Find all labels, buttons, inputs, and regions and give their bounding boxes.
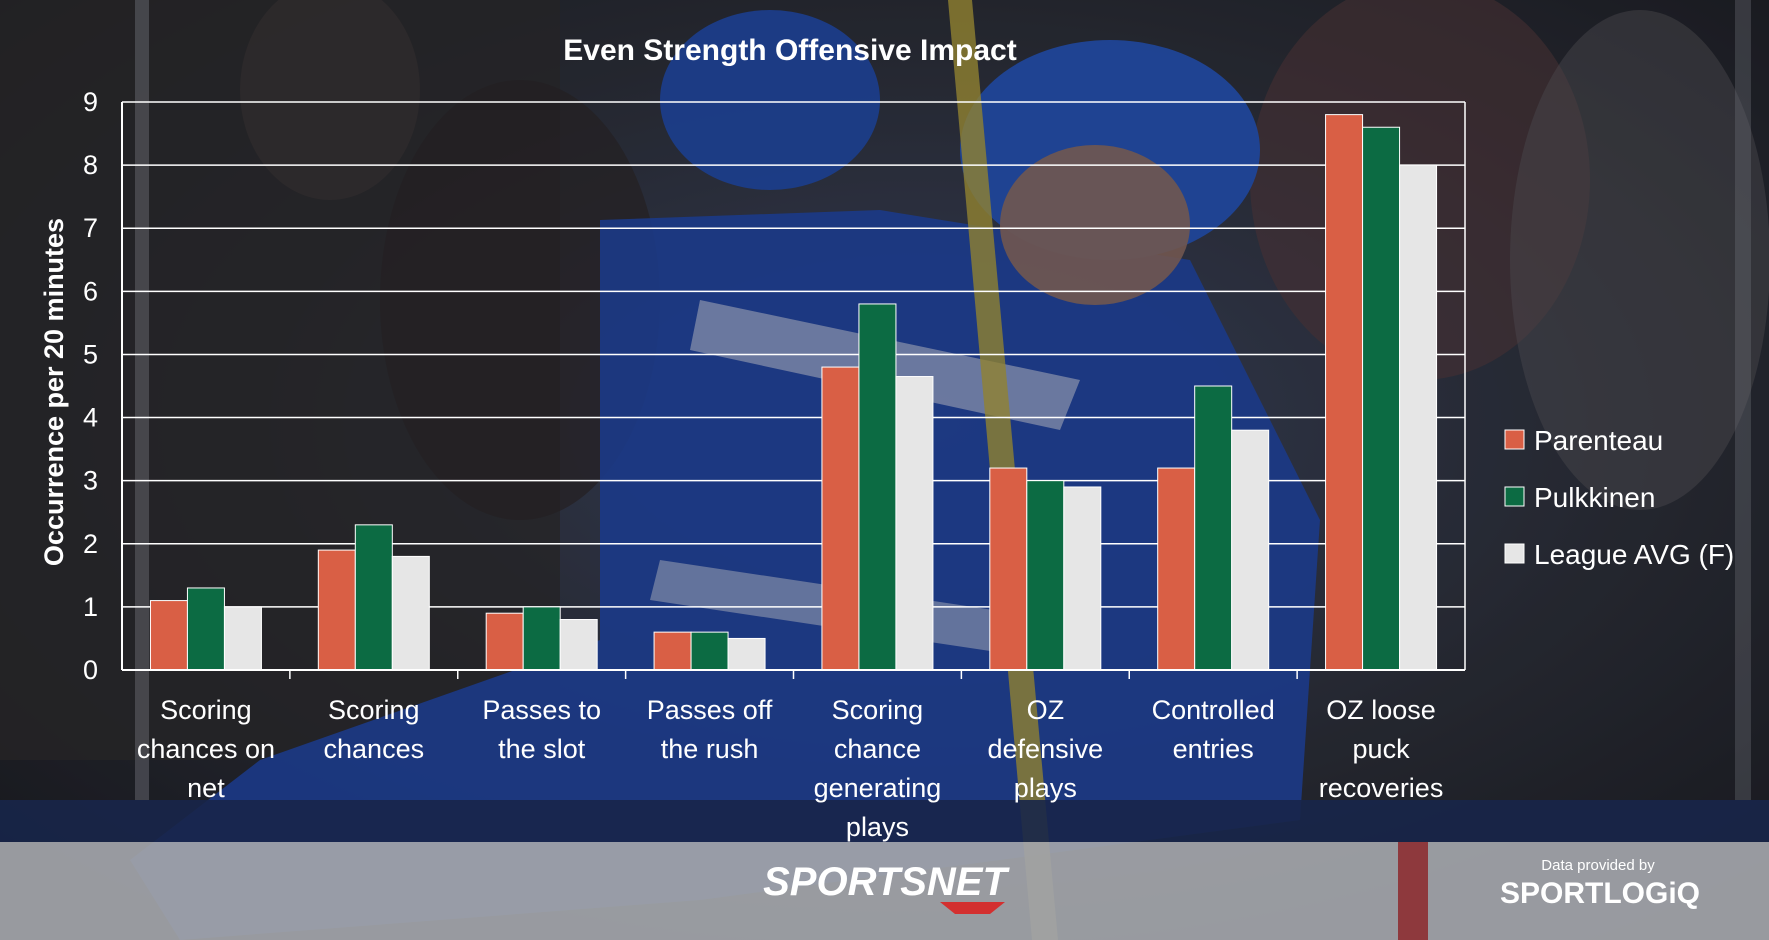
bar-pulkkinen: [858, 303, 897, 671]
bar-parenteau: [989, 467, 1028, 671]
bar-pulkkinen: [1026, 480, 1065, 671]
bar-league-avg-f: [1399, 164, 1438, 671]
y-tick-label: 6: [83, 276, 98, 306]
x-tick-label-line: Controlled: [1152, 695, 1275, 725]
x-tick-label: Passes to the slot: [482, 695, 601, 764]
bar-pulkkinen: [186, 587, 225, 671]
bar-parenteau: [317, 549, 356, 671]
y-tick-label: 1: [83, 592, 98, 622]
x-tick-label-line: Passes to: [482, 695, 601, 725]
bar-league-avg-f: [1231, 429, 1270, 671]
sportsnet-logo-mark: [940, 902, 1005, 914]
x-tick-label: Scoring chances: [324, 695, 425, 764]
x-tick-label: OZ loose puck recoveries: [1319, 695, 1444, 803]
x-tick-label: OZ defensive plays: [988, 695, 1104, 803]
credit-line: Data provided by: [1541, 857, 1655, 874]
x-tick-label: Scoring chance generating plays: [814, 695, 942, 842]
y-tick-label: 5: [83, 339, 98, 369]
y-tick-label: 3: [83, 466, 98, 496]
bar-league-avg-f: [391, 555, 430, 671]
bar-parenteau: [149, 600, 188, 671]
x-tick-label-line: chance: [834, 734, 921, 764]
x-tick-label-line: Passes off: [647, 695, 773, 725]
chart-title: Even Strength Offensive Impact: [563, 34, 1016, 67]
x-tick-label-line: generating: [814, 773, 942, 803]
legend-swatch: [1504, 486, 1525, 507]
y-axis-label: Occurrence per 20 minutes: [39, 218, 69, 566]
x-tick-label-line: the rush: [661, 734, 759, 764]
axes: [121, 102, 1466, 679]
legend-label: League AVG (F): [1534, 539, 1734, 570]
x-tick-label-line: Scoring: [160, 695, 252, 725]
x-tick-label-line: puck: [1353, 734, 1411, 764]
bar-pulkkinen: [1194, 385, 1233, 671]
bar-pulkkinen: [354, 524, 393, 671]
bar-league-avg-f: [1063, 486, 1102, 671]
y-tick-label: 8: [83, 150, 98, 180]
y-tick-label: 9: [83, 87, 98, 117]
bar-pulkkinen: [522, 606, 561, 671]
x-tick-label-line: OZ: [1027, 695, 1065, 725]
credit-block: Data provided by SPORTLOGiQ: [1500, 857, 1700, 910]
y-tick-label: 2: [83, 529, 98, 559]
x-tick-label-line: defensive: [988, 734, 1104, 764]
x-tick-label: Scoring chances on net: [137, 695, 275, 803]
sportsnet-logo-text: SPORTSNET: [763, 860, 1010, 904]
legend-swatch: [1504, 543, 1525, 564]
bar-pulkkinen: [690, 631, 729, 671]
x-tick-label: Passes off the rush: [647, 695, 773, 764]
x-tick-label-line: Scoring: [328, 695, 420, 725]
x-tick-label-line: net: [187, 773, 225, 803]
bar-parenteau: [1157, 467, 1196, 671]
y-tick-label: 7: [83, 213, 98, 243]
bar-league-avg-f: [727, 637, 766, 671]
x-tick-label-line: plays: [1014, 773, 1077, 803]
bars: [149, 114, 1438, 671]
x-tick-label-line: entries: [1173, 734, 1254, 764]
bar-parenteau: [653, 631, 692, 671]
bar-league-avg-f: [895, 376, 934, 671]
legend-swatch: [1504, 429, 1525, 450]
bar-parenteau: [1325, 114, 1364, 671]
x-tick-label-line: chances on: [137, 734, 275, 764]
x-tick-label-line: plays: [846, 812, 909, 842]
bar-parenteau: [485, 612, 524, 671]
y-tick-label: 4: [83, 403, 98, 433]
bar-pulkkinen: [1362, 126, 1401, 671]
y-tick-labels: 0 1 2 3 4 5 6 7 8 9: [83, 87, 98, 685]
sportsnet-logo: SPORTSNET: [763, 860, 1010, 914]
x-tick-label-line: the slot: [498, 734, 586, 764]
x-tick-label-line: recoveries: [1319, 773, 1444, 803]
y-tick-label: 0: [83, 655, 98, 685]
x-tick-labels: Scoring chances on net Scoring chances Passes…: [137, 695, 1443, 842]
legend-label: Parenteau: [1534, 425, 1663, 456]
x-tick-label-line: Scoring: [832, 695, 924, 725]
bar-league-avg-f: [559, 619, 598, 671]
sportlogiq-logo-text: SPORTLOGiQ: [1500, 877, 1700, 910]
x-tick-label: Controlled entries: [1152, 695, 1275, 764]
legend: Parenteau Pulkkinen League AVG (F): [1504, 425, 1734, 570]
x-tick-label-line: chances: [324, 734, 425, 764]
bar-parenteau: [821, 366, 860, 671]
legend-label: Pulkkinen: [1534, 482, 1655, 513]
x-tick-label-line: OZ loose: [1326, 695, 1436, 725]
bar-league-avg-f: [223, 606, 262, 671]
